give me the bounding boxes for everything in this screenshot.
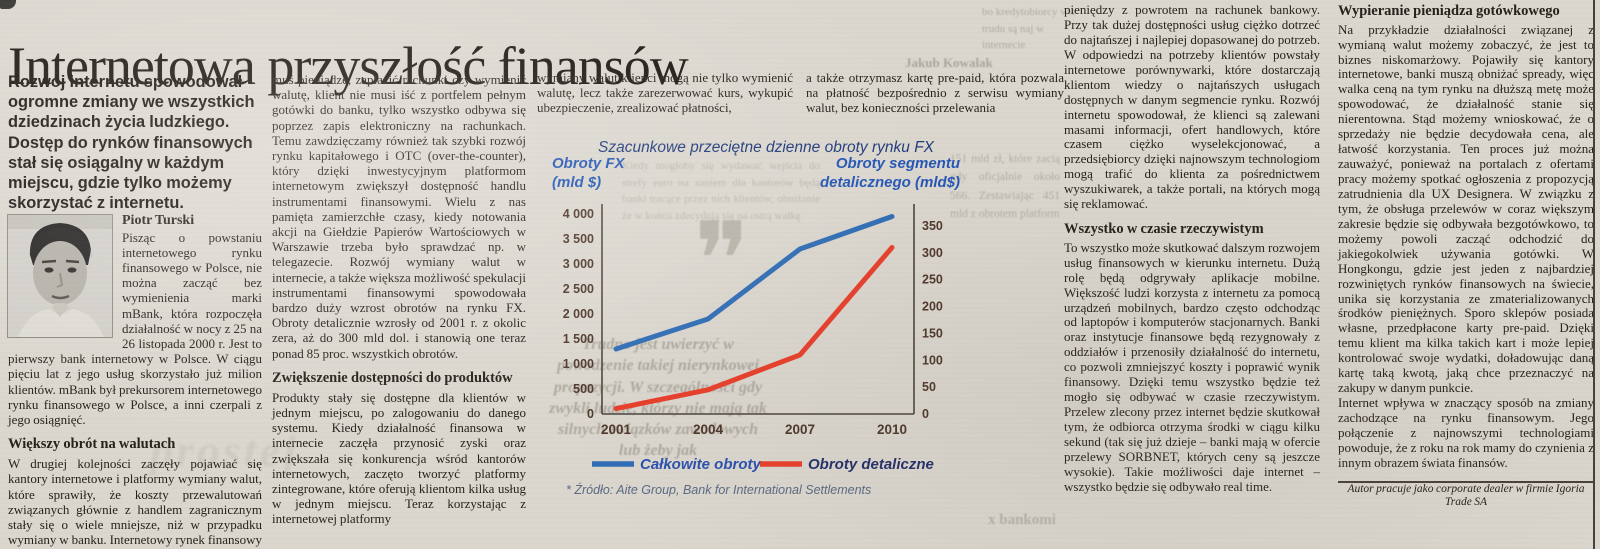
body-paragraph: wymiany walut klienci mogą nie tylko wym… [537,70,793,116]
lead-paragraph: Rozwój internetu spowodował ogromne zmia… [8,73,255,213]
legend-label: Całkowite obroty [640,456,762,473]
body-paragraph: To wszystko może skutkować dalszym rozwo… [1064,239,1320,494]
left-axis-tick: 500 [573,382,594,396]
section-heading: Wszystko w czasie rzeczywistym [1064,221,1264,238]
body-paragraph: Na przykładzie działalności związanej z … [1338,21,1594,396]
x-axis-tick: 2001 [601,422,632,437]
bleedthrough-text: x bankomi [988,512,1056,528]
right-axis-label: detalicznego (mld$) [820,174,960,191]
left-axis-tick: 4 000 [563,207,594,221]
article-column-4: a także otrzymasz kartę pre-paid, która … [806,70,1064,116]
bleedthrough-text: Kiedy mogłoby się wydawać wejścia do str… [622,160,820,222]
author-photo [7,214,113,339]
body-paragraph: Pisząc o powstaniu internetowego rynku f… [8,229,262,428]
body-paragraph: Internet wpływa w znaczący sposób na zmi… [1338,395,1594,470]
right-axis-tick: 200 [922,300,943,314]
legend-label: Obroty detaliczne [808,456,934,473]
right-axis-tick: 100 [922,353,943,367]
left-axis-tick: 1 500 [563,332,594,346]
right-axis-tick: 50 [922,380,936,394]
article-column-2: muś pieniądze, zapłacić rachunki czy wym… [272,72,526,527]
author-credit: Autor pracuje jako corporate dealer w fi… [1347,482,1585,509]
section-heading: Wypieranie pieniądza gotówkowego [1338,3,1560,19]
chart-title: Szacunkowe przeciętne dzienne obroty ryn… [598,139,935,156]
author-bio-block: Piotr Turski Pisząc o powstaniu internet… [7,213,262,428]
body-paragraph: Produkty stały się dostępne dla klientów… [272,389,526,527]
left-axis-label: (mld $) [552,174,601,191]
right-axis-label: Obroty segmentu [836,155,960,172]
left-axis-tick: 2 500 [563,282,594,296]
article-column-1: Rozwój internetu spowodował ogromne zmia… [7,72,262,549]
right-axis-tick: 250 [922,273,943,287]
body-paragraph: pieniędzy z powrotem na rachunek bankowy… [1064,2,1320,212]
footer-rule [1338,480,1594,483]
body-paragraph: muś pieniądze, zapłacić rachunki czy wym… [272,72,526,361]
bleedthrough-text: Trudno jest uwierzyć w powodzenie takiej… [549,336,767,460]
left-axis-tick: 3 000 [563,257,594,271]
series-line-1 [613,214,895,352]
x-axis-tick: 2010 [877,422,907,437]
x-axis-tick: 2007 [785,422,815,437]
scan-artifact [0,0,16,9]
author-portrait-image [8,215,112,338]
fx-turnover-chart: Szacunkowe przeciętne dzienne obroty ryn… [552,139,960,497]
series-line-2 [613,245,895,412]
bleedthrough-text: 151 mld zł, które zacią gdy oficjalnie o… [950,153,1060,221]
article-column-6: Wypieranie pieniądza gotówkowego Na przy… [1338,3,1594,509]
left-axis-label: Obroty FX [552,155,625,172]
headline: Internetowa przyszłość finansów [8,36,689,97]
bleedthrough-text: prostej [150,425,299,476]
right-axis-tick: 350 [922,219,943,233]
right-axis-tick: 150 [922,326,943,340]
left-axis-tick: 1 000 [563,357,594,371]
author-name: Piotr Turski [122,213,195,229]
chart-source: * Źródło: Aite Group, Bank for Internati… [566,482,871,497]
bleedthrough-text: bo kredytobiorcy wie trudu są naj w inte… [982,6,1077,51]
left-axis-tick: 3 500 [563,232,594,246]
left-axis-tick: 2 000 [563,307,594,321]
right-axis-tick: 0 [922,407,929,421]
section-heading: Większy obrót na walutach [8,436,176,453]
page-edge-rule [1593,0,1595,549]
section-heading: Zwiększenie dostępności do produktów [272,369,513,386]
bleedthrough-text: Jakub Kowalak [905,55,993,70]
body-paragraph: W drugiej kolejności zaczęły pojawiać si… [8,456,262,549]
body-paragraph: a także otrzymasz kartę pre-paid, która … [806,70,1064,116]
left-axis-tick: 0 [587,407,594,421]
right-axis-tick: 300 [922,246,943,260]
article-column-3: wymiany walut klienci mogą nie tylko wym… [537,70,793,116]
article-column-5: pieniędzy z powrotem na rachunek bankowy… [1064,2,1320,495]
x-axis-tick: 2004 [693,422,724,437]
